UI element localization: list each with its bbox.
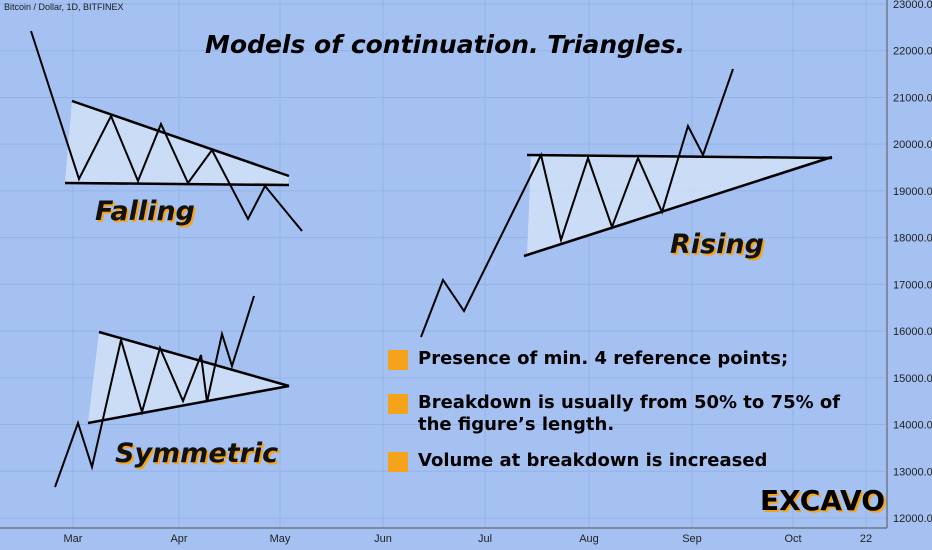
rising-lower-trendline	[523, 155, 833, 258]
bullet-text: Presence of min. 4 reference points;	[418, 348, 789, 369]
bullet-text: Volume at breakdown is increased	[418, 450, 768, 471]
y-tick-label: 22000.0	[893, 46, 932, 58]
y-tick-label: 21000.0	[893, 92, 932, 104]
x-tick-label: 22	[860, 533, 872, 545]
bullet-text: Breakdown is usually from 50% to 75% of …	[418, 392, 841, 435]
falling-price-line	[30, 30, 303, 232]
brand-logo: EXCAVO	[760, 484, 886, 517]
y-tick-label: 13000.0	[893, 466, 932, 478]
y-tick-label: 17000.0	[893, 279, 932, 291]
x-tick-label: Jul	[478, 533, 492, 545]
falling-upper-trendline	[71, 99, 290, 178]
bullet-square-icon	[388, 452, 408, 472]
rising-price-line	[420, 68, 734, 338]
y-tick-label: 15000.0	[893, 373, 932, 385]
symmetric-upper-trendline	[98, 330, 290, 388]
y-tick-label: 16000.0	[893, 326, 932, 338]
x-tick-label: Jun	[374, 533, 392, 545]
x-tick-label: Aug	[579, 533, 599, 545]
symmetric-label: Symmetric	[115, 438, 279, 469]
x-tick-label: May	[270, 533, 291, 545]
symbol-label: Bitcoin / Dollar, 1D, BITFINEX	[4, 2, 124, 12]
falling-triangle-fill	[65, 101, 289, 185]
y-tick-label: 18000.0	[893, 233, 932, 245]
y-tick-label: 14000.0	[893, 420, 932, 432]
x-tick-label: Oct	[784, 533, 801, 545]
bullet-square-icon	[388, 394, 408, 414]
y-tick-label: 12000.0	[893, 513, 932, 525]
falling-lower-trendline	[64, 181, 290, 187]
chart-title: Models of continuation. Triangles.	[205, 30, 685, 59]
symmetric-lower-trendline	[87, 384, 290, 425]
rising-upper-trendline	[526, 153, 833, 160]
symmetric-price-line	[54, 295, 255, 488]
y-tick-label: 19000.0	[893, 186, 932, 198]
x-tick-label: Mar	[64, 533, 83, 545]
falling-label: Falling	[95, 196, 195, 227]
rising-label: Rising	[670, 229, 764, 260]
y-tick-label: 23000.0	[893, 0, 932, 11]
x-tick-label: Sep	[682, 533, 702, 545]
y-tick-label: 20000.0	[893, 139, 932, 151]
bullet-square-icon	[388, 350, 408, 370]
x-tick-label: Apr	[170, 533, 187, 545]
